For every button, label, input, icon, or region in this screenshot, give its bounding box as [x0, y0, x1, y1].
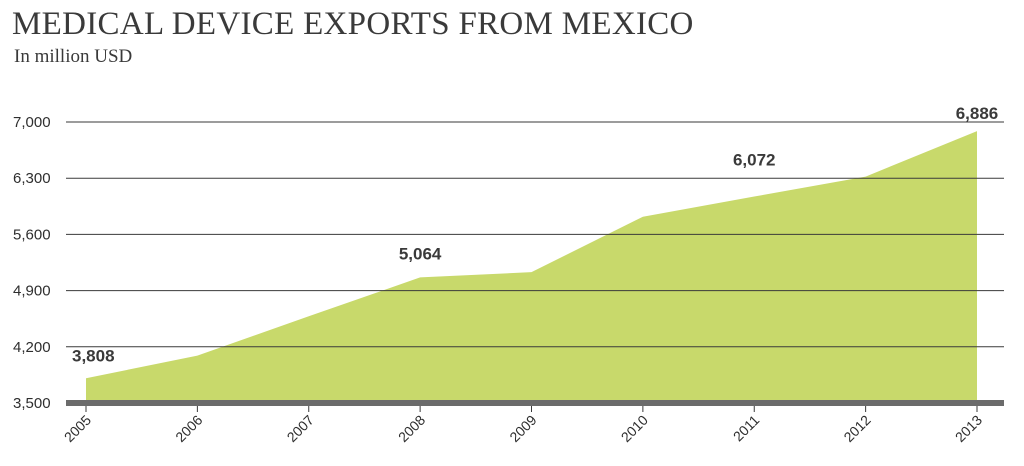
data-label: 5,064 — [399, 244, 442, 263]
x-tick-label: 2005 — [61, 412, 94, 445]
data-label: 6,886 — [956, 104, 999, 123]
x-tick-label: 2010 — [618, 412, 651, 445]
x-tick-label: 2007 — [284, 412, 317, 445]
data-label: 6,072 — [733, 151, 776, 170]
y-tick-label: 5,600 — [13, 226, 51, 243]
x-tick-label: 2011 — [730, 412, 763, 445]
x-tick-label: 2006 — [172, 412, 205, 445]
chart-subtitle: In million USD — [14, 46, 133, 67]
y-tick-label: 7,000 — [13, 114, 51, 131]
y-tick-label: 6,300 — [13, 170, 51, 187]
x-tick-label: 2012 — [840, 412, 873, 445]
chart-title: MEDICAL DEVICE EXPORTS FROM MEXICO — [12, 6, 694, 42]
x-tick-label: 2013 — [952, 412, 985, 445]
x-tick-label: 2008 — [395, 412, 428, 445]
x-axis-baseline — [66, 400, 1004, 406]
y-tick-label: 4,200 — [13, 339, 51, 356]
data-label: 3,808 — [72, 346, 115, 365]
y-tick-label: 3,500 — [13, 395, 51, 412]
x-tick-label: 2009 — [506, 412, 539, 445]
area-series — [86, 131, 977, 403]
y-tick-label: 4,900 — [13, 283, 51, 300]
